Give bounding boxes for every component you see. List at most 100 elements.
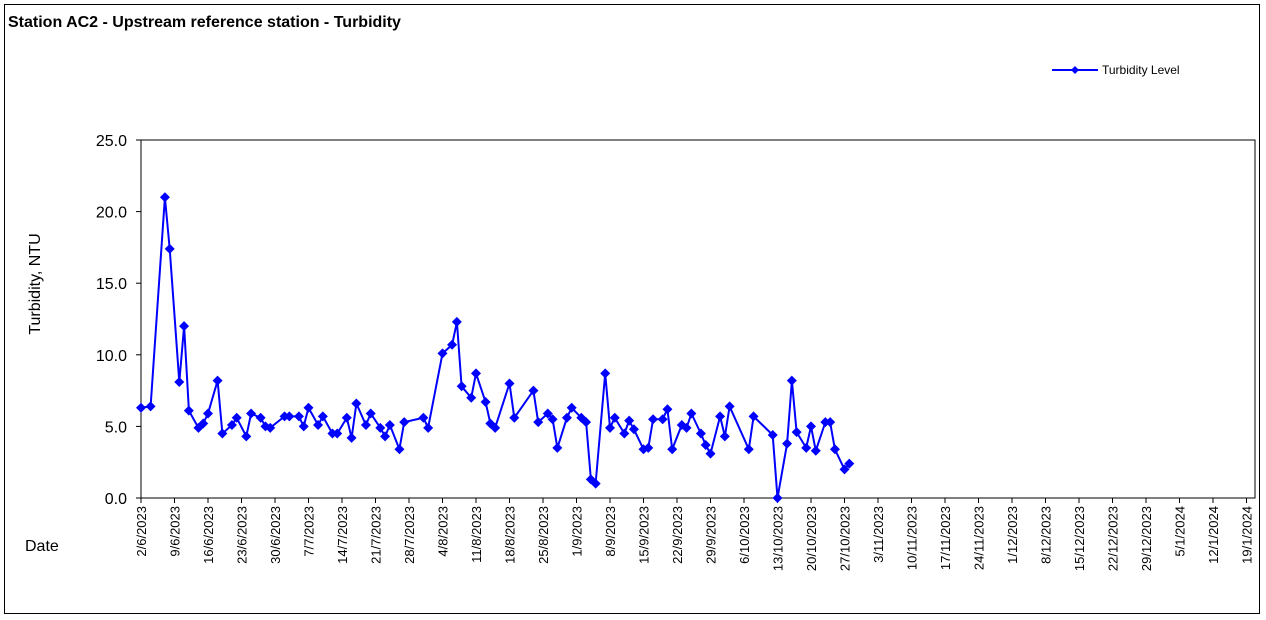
- data-point: [542, 408, 553, 419]
- data-point: [198, 418, 209, 429]
- plot-border: [140, 139, 1256, 499]
- data-point: [159, 192, 170, 203]
- data-point: [810, 445, 821, 456]
- data-point: [418, 412, 429, 423]
- data-point: [384, 419, 395, 430]
- data-point: [782, 438, 793, 449]
- data-point: [662, 404, 673, 415]
- data-point: [552, 442, 563, 453]
- x-tick-label: 6/10/2023: [737, 506, 752, 564]
- legend: Turbidity Level: [1052, 63, 1180, 77]
- data-point: [844, 458, 855, 469]
- data-point: [801, 442, 812, 453]
- x-tick-label: 8/9/2023: [603, 506, 618, 557]
- data-point: [715, 411, 726, 422]
- data-point: [174, 377, 185, 388]
- data-point: [346, 432, 357, 443]
- x-tick-label: 1/12/2023: [1005, 506, 1020, 564]
- x-tick-label: 18/8/2023: [503, 506, 518, 564]
- x-tick-label: 29/9/2023: [704, 506, 719, 564]
- data-point: [351, 398, 362, 409]
- data-point: [394, 444, 405, 455]
- data-point: [705, 448, 716, 459]
- data-point: [533, 417, 544, 428]
- data-point: [317, 411, 328, 422]
- data-point: [255, 412, 266, 423]
- x-tick-label: 15/9/2023: [637, 506, 652, 564]
- y-axis-label: Turbidity, NTU: [27, 233, 44, 334]
- data-point: [772, 493, 783, 503]
- data-point: [341, 412, 352, 423]
- x-tick-label: 14/7/2023: [335, 506, 350, 564]
- y-tick-label: 0.0: [105, 491, 127, 508]
- data-point: [566, 402, 577, 413]
- x-tick-labels: 2/6/2023 9/6/2023 16/6/2023 23/6/2023 30/6/2…: [134, 506, 1255, 571]
- x-tick-label: 16/6/2023: [201, 506, 216, 564]
- data-point: [466, 392, 477, 403]
- x-tick-label: 22/12/2023: [1106, 506, 1121, 571]
- data-point: [145, 401, 156, 412]
- x-tick-label: 23/6/2023: [235, 506, 250, 564]
- data-point: [231, 412, 242, 423]
- x-tick-label: 15/12/2023: [1072, 506, 1087, 571]
- x-axis-label: Date: [25, 538, 59, 555]
- data-point: [609, 412, 620, 423]
- x-tick-label: 29/12/2023: [1139, 506, 1154, 571]
- data-point: [164, 243, 175, 254]
- data-point: [681, 422, 692, 433]
- data-point: [360, 419, 371, 430]
- data-point: [724, 401, 735, 412]
- x-tick-label: 30/6/2023: [268, 506, 283, 564]
- data-point: [686, 408, 697, 419]
- data-point: [226, 419, 237, 430]
- data-point: [203, 408, 213, 419]
- data-point: [437, 348, 448, 359]
- x-tick-label: 17/11/2023: [938, 506, 953, 570]
- data-point: [241, 431, 252, 442]
- data-point: [136, 402, 146, 413]
- data-point: [380, 431, 391, 442]
- data-point: [480, 397, 491, 408]
- data-point: [719, 431, 730, 442]
- data-point: [265, 422, 276, 433]
- data-point: [825, 417, 836, 428]
- y-tick-labels: 0.0 5.0 10.0 15.0 20.0 25.0: [96, 133, 127, 508]
- x-tick-label: 10/11/2023: [905, 506, 920, 570]
- data-point: [217, 428, 228, 439]
- y-tick-label: 10.0: [96, 348, 127, 365]
- legend-label: Turbidity Level: [1102, 63, 1180, 77]
- y-tick-label: 25.0: [96, 133, 127, 150]
- x-tick-label: 11/8/2023: [469, 506, 484, 563]
- data-point: [748, 411, 759, 422]
- data-point: [648, 414, 659, 425]
- x-tick-label: 21/7/2023: [369, 506, 384, 564]
- data-point: [399, 417, 410, 428]
- data-point: [743, 444, 754, 455]
- x-tick-label: 19/1/2024: [1240, 506, 1255, 564]
- data-point: [246, 408, 257, 419]
- data-point: [423, 422, 434, 433]
- plot-area: [136, 139, 1256, 503]
- data-point: [451, 316, 462, 327]
- data-point: [528, 385, 539, 396]
- data-point: [490, 422, 501, 433]
- x-tick-label: 5/1/2024: [1173, 506, 1188, 557]
- x-tick-label: 24/11/2023: [972, 506, 987, 570]
- data-point: [471, 368, 481, 379]
- x-tick-label: 9/6/2023: [168, 506, 183, 557]
- x-tick-label: 1/9/2023: [570, 506, 585, 557]
- data-point: [504, 378, 515, 389]
- data-point: [284, 411, 295, 422]
- data-point: [829, 444, 840, 455]
- data-point: [767, 429, 778, 440]
- series-line: [140, 197, 851, 499]
- data-point: [600, 368, 611, 379]
- data-point: [303, 402, 314, 413]
- data-point: [561, 412, 572, 423]
- data-point: [547, 414, 558, 425]
- x-tick-label: 20/10/2023: [804, 506, 819, 571]
- data-point: [605, 422, 615, 433]
- chart-title: Station AC2 - Upstream reference station…: [8, 14, 401, 31]
- x-tick-label: 25/8/2023: [536, 506, 551, 564]
